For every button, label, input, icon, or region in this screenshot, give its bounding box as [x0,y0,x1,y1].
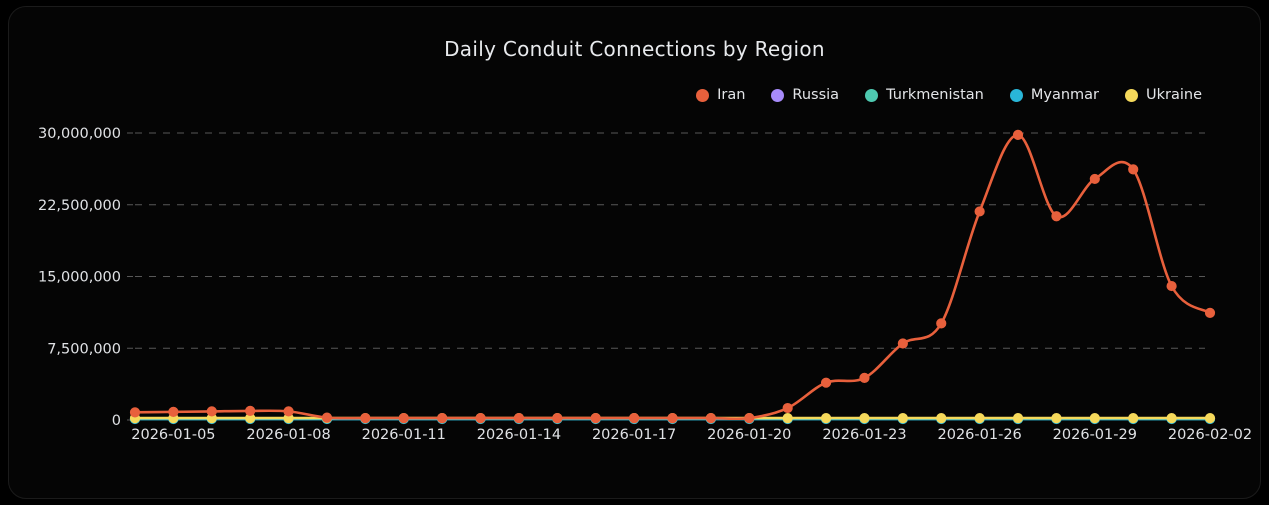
line-chart-svg[interactable]: 0 7,500,000 15,000,000 22,500,000 30,000,000… [9,7,1261,499]
x-axis-tick-label: 2026-01-17 [592,427,676,443]
data-point[interactable] [168,406,179,417]
x-axis-tick-label: 2026-01-05 [131,427,215,443]
page-title: Daily Conduit Connections by Region [444,37,825,61]
data-point[interactable] [1012,129,1024,141]
series-iran [129,129,1216,424]
legend-swatch-icon [865,88,879,102]
data-point[interactable] [782,412,793,424]
x-axis-tick-label: 2026-01-23 [822,427,906,443]
data-point[interactable] [936,412,947,424]
legend-item-turkmenistan[interactable]: Turkmenistan [865,87,984,103]
x-axis-tick-label: 2026-01-11 [362,427,446,443]
y-axis-tick-label: 15,000,000 [38,270,121,286]
data-point[interactable] [1089,412,1100,424]
data-point[interactable] [1089,173,1100,185]
legend-swatch-icon [696,88,710,102]
data-point[interactable] [398,412,409,424]
data-point[interactable] [1128,412,1139,424]
legend-item-label: Ukraine [1146,87,1202,103]
data-point[interactable] [936,318,947,329]
data-point[interactable] [321,412,333,423]
data-point[interactable] [974,206,985,217]
legend-item-label: Iran [717,87,746,103]
x-axis-tick-label: 2026-01-26 [938,427,1022,443]
data-point[interactable] [1204,307,1216,318]
data-point[interactable] [590,412,601,424]
data-point[interactable] [897,412,908,424]
data-point[interactable] [629,412,640,424]
data-point[interactable] [437,412,448,424]
data-point[interactable] [1012,412,1024,424]
legend-item-ukraine[interactable]: Ukraine [1125,87,1202,103]
legend-item-label: Turkmenistan [886,87,984,103]
data-point[interactable] [859,372,870,384]
data-point[interactable] [744,412,755,424]
y-axis-tick-label: 30,000,000 [38,126,121,142]
data-point[interactable] [667,412,678,424]
x-axis-tick-label: 2026-02-02 [1168,427,1252,443]
x-axis-tick-label: 2026-01-29 [1053,427,1137,443]
data-point[interactable] [245,405,256,417]
data-point[interactable] [782,402,793,414]
data-point[interactable] [475,412,486,424]
chart-legend: Iran Russia Turkmenistan Myanmar Ukraine [696,87,1202,103]
legend-item-label: Myanmar [1030,87,1099,103]
y-axis-tick-label: 7,500,000 [47,341,121,357]
data-point[interactable] [820,412,832,424]
data-point[interactable] [1051,211,1062,222]
data-point[interactable] [859,412,870,424]
legend-item-myanmar[interactable]: Myanmar [1009,87,1099,103]
data-point[interactable] [705,412,716,424]
data-point[interactable] [129,407,141,418]
data-point[interactable] [1128,164,1139,175]
legend-item-label: Russia [792,87,840,103]
x-axis-tick-label: 2026-01-20 [707,427,791,443]
data-point[interactable] [974,412,985,424]
plot-area: 0 7,500,000 15,000,000 22,500,000 30,000,000… [9,7,1261,499]
data-point[interactable] [897,338,908,349]
legend-item-russia[interactable]: Russia [771,87,839,103]
data-point[interactable] [1166,280,1177,292]
legend-swatch-icon [1009,88,1023,102]
data-point[interactable] [1204,412,1216,424]
data-point[interactable] [1051,412,1062,424]
chart-card: Daily Conduit Connections by Region Iran… [8,6,1261,499]
legend-item-iran[interactable]: Iran [696,87,745,103]
legend-swatch-icon [1125,88,1138,102]
data-point[interactable] [206,406,217,417]
x-axis-tick-label: 2026-01-14 [477,427,561,443]
data-point[interactable] [1166,412,1177,424]
data-point[interactable] [360,412,371,424]
legend-swatch-icon [771,88,785,102]
y-axis-tick-label: 22,500,000 [38,198,121,214]
data-point[interactable] [552,412,563,424]
x-axis-tick-label: 2026-01-08 [246,427,330,443]
data-point[interactable] [513,412,525,424]
data-point[interactable] [820,377,832,388]
data-point[interactable] [283,406,294,417]
y-axis-tick-label: 0 [112,413,121,429]
